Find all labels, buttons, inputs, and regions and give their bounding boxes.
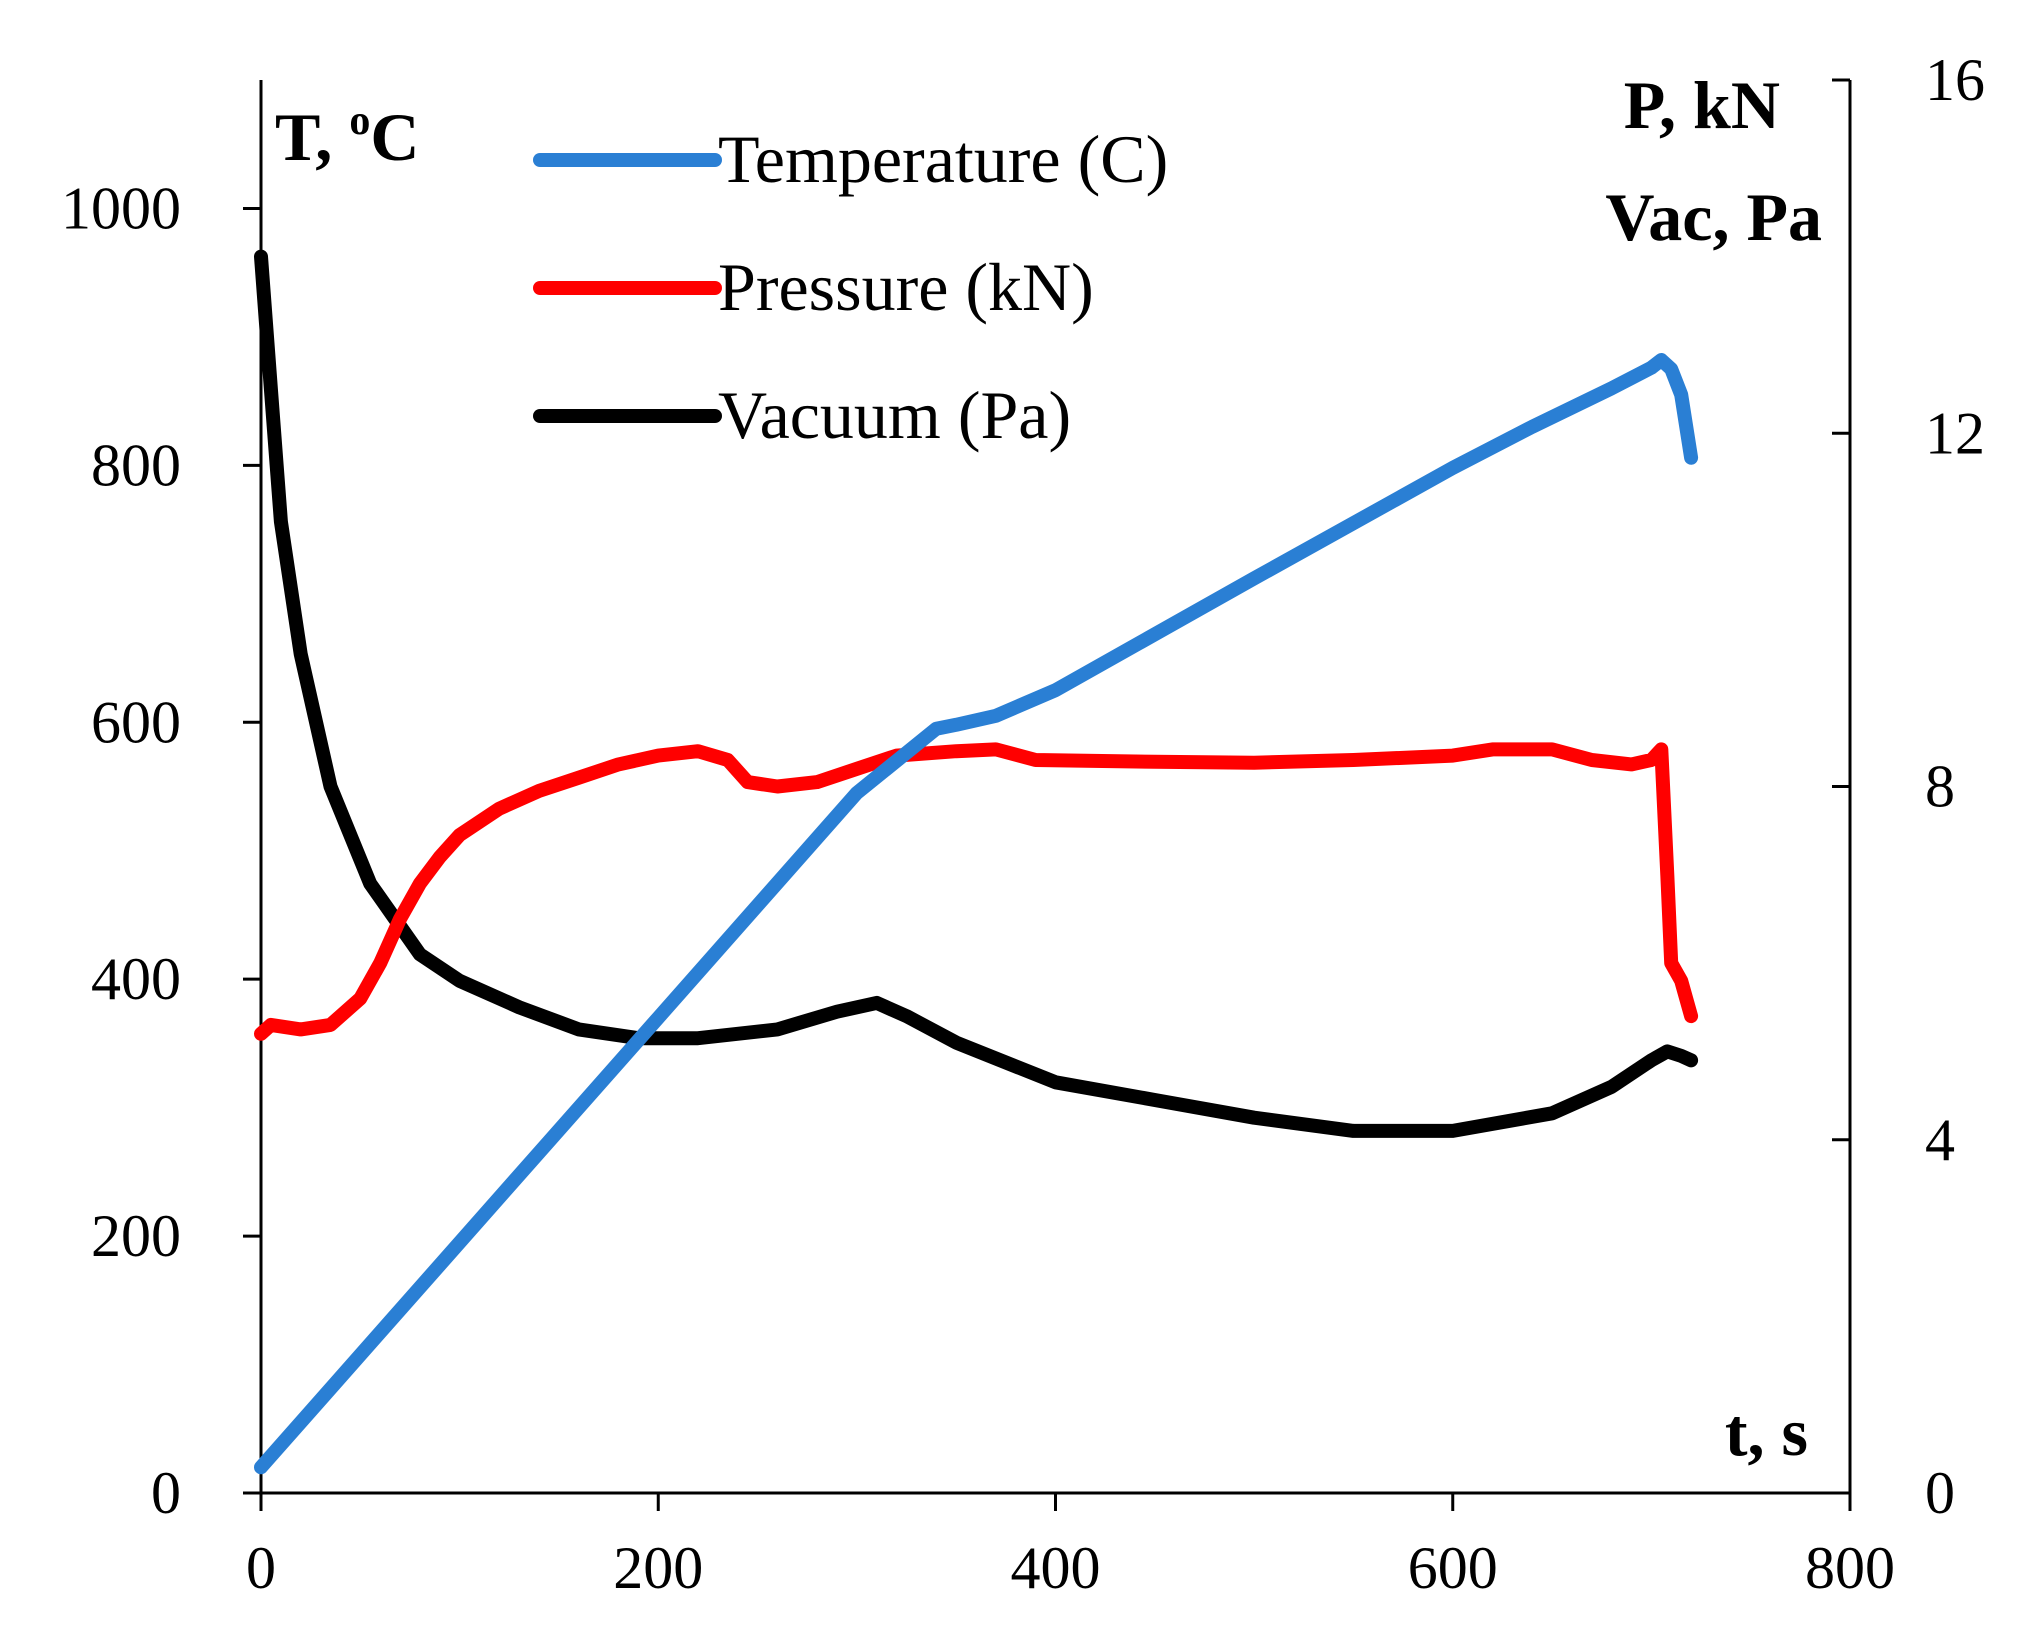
series-lines (254, 249, 1699, 1475)
x-tick-label: 400 (1011, 1535, 1101, 1601)
legend-label-temperature: Temperature (C) (718, 121, 1168, 197)
x-tick-label: 600 (1408, 1535, 1498, 1601)
left-y-tick-label: 0 (151, 1460, 181, 1526)
series-vacuum-line (254, 249, 1699, 1138)
right-y-axis-title-line1: P, kN (1624, 67, 1780, 143)
right-y-tick-label: 4 (1925, 1107, 1955, 1173)
x-axis-title: t, s (1725, 1394, 1808, 1470)
series-temperature-line (254, 353, 1699, 1475)
x-tick-label: 200 (613, 1535, 703, 1601)
right-y-axis-ticks: 0 4 8 12 16 (1832, 47, 1985, 1526)
right-y-tick-label: 8 (1925, 754, 1955, 820)
left-y-tick-label: 1000 (61, 175, 181, 241)
right-y-tick-label: 12 (1925, 400, 1985, 466)
plot-area: 0 200 400 600 800 0 200 400 600 800 1000 0 4 8 12 16 (61, 47, 1985, 1601)
left-y-tick-label: 400 (91, 946, 181, 1012)
legend-label-vacuum: Vacuum (Pa) (718, 377, 1071, 453)
right-y-tick-label: 16 (1925, 47, 1985, 113)
legend-label-pressure: Pressure (kN) (718, 249, 1094, 325)
right-y-axis-title-line2: Vac, Pa (1605, 179, 1822, 255)
series-pressure-line (254, 742, 1699, 1041)
right-y-tick-label: 0 (1925, 1460, 1955, 1526)
left-y-tick-label: 800 (91, 432, 181, 498)
x-axis-ticks: 0 200 400 600 800 (246, 1493, 1895, 1601)
x-tick-label: 800 (1805, 1535, 1895, 1601)
left-y-axis-title: T, oC (275, 98, 419, 175)
legend: Temperature (C) Pressure (kN) Vacuum (Pa… (533, 121, 1168, 453)
left-y-tick-label: 200 (91, 1203, 181, 1269)
x-tick-label: 0 (246, 1535, 276, 1601)
left-y-axis-ticks: 0 200 400 600 800 1000 (61, 175, 261, 1526)
left-y-tick-label: 600 (91, 689, 181, 755)
